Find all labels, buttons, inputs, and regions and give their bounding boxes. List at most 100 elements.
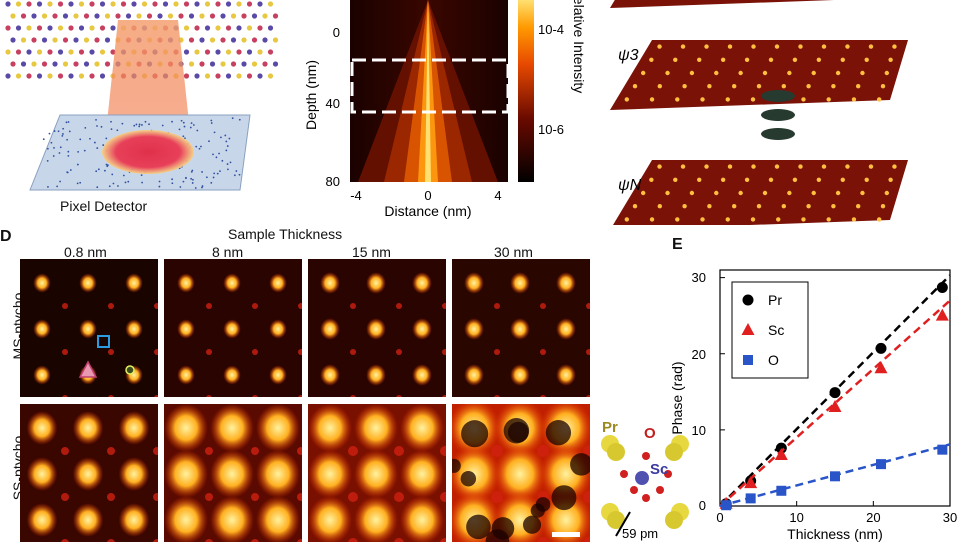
slice-peak: [707, 84, 711, 88]
detector-noise-dot: [210, 182, 212, 184]
oxygen-peak: [297, 539, 302, 542]
point-o: [937, 445, 947, 455]
crystal-atom: [210, 13, 215, 18]
detector-noise-dot: [84, 150, 86, 152]
lattice-peak: [223, 365, 241, 384]
crystal-atom: [199, 61, 204, 66]
crystal-atom: [247, 25, 252, 30]
crystal-atom: [173, 1, 178, 6]
o-site-marker: [98, 336, 109, 347]
slice-peak: [732, 204, 736, 208]
crystal-atom: [220, 13, 225, 18]
detector-noise-dot: [56, 185, 58, 187]
lattice-peak: [556, 318, 576, 340]
slice-peak: [675, 217, 679, 221]
oxygen-peak: [442, 349, 446, 355]
slice-peak: [776, 217, 780, 221]
crystal-atom: [257, 1, 262, 6]
oxygen-peak: [586, 349, 590, 355]
crystal-atom: [94, 61, 99, 66]
crystal-atom: [262, 61, 267, 66]
crystal-atom: [100, 49, 105, 54]
slice-peak: [856, 204, 860, 208]
oxygen-peak: [61, 493, 69, 501]
detector-noise-dot: [201, 187, 203, 189]
detector-noise-dot: [145, 121, 147, 123]
slice-peak: [641, 71, 645, 75]
chart-y-axis: 30 20 10 0 Phase (rad): [668, 258, 708, 548]
slice-peak: [852, 217, 856, 221]
slice-peak: [757, 84, 761, 88]
slice-peak: [704, 44, 708, 48]
artifact-blob: [531, 504, 545, 518]
crystal-atom: [94, 13, 99, 18]
slice-peak: [657, 44, 661, 48]
slice-peak: [745, 178, 749, 182]
crystal-atom: [257, 73, 262, 78]
oxygen-peak: [61, 539, 69, 542]
slice-peak: [665, 71, 669, 75]
detector-noise-dot: [196, 130, 198, 132]
crystal-atom: [68, 73, 73, 78]
slice-peak: [700, 97, 704, 101]
detector-noise-dot: [67, 155, 69, 157]
detector-noise-dot: [158, 186, 160, 188]
crystal-atom: [58, 73, 63, 78]
crystal-atom: [89, 1, 94, 6]
crystal-atom: [184, 1, 189, 6]
ptycho-tile-ss-0: [20, 404, 158, 542]
crystal-atom: [94, 37, 99, 42]
slice-peak: [682, 204, 686, 208]
legend-o-label: O: [644, 425, 656, 442]
slice-peak: [625, 217, 629, 221]
lattice-peak: [269, 319, 287, 338]
y-tick-label-0: 0: [699, 498, 706, 513]
panel-d-letter: D: [0, 228, 12, 246]
crystal-atom: [31, 61, 36, 66]
lattice-peak: [320, 364, 340, 386]
beam-propagation-plot: 0 40 80 -4 0 4 Distance (nm) Depth (nm) …: [300, 0, 590, 225]
detector-noise-dot: [184, 126, 186, 128]
crystal-atom: [247, 1, 252, 6]
lattice-peak: [73, 503, 104, 537]
detector-noise-dot: [183, 122, 185, 124]
detector-noise-dot: [141, 174, 143, 176]
slice-peak: [881, 204, 885, 208]
o-atom-left: [620, 470, 628, 478]
lattice-peak: [164, 404, 208, 452]
oxygen-peak: [440, 446, 446, 456]
oxygen-peak: [153, 447, 158, 455]
slice-peak: [728, 164, 732, 168]
crystal-atom: [79, 25, 84, 30]
y-tick-0: 0: [333, 25, 340, 40]
crystal-atom: [273, 61, 278, 66]
detector-noise-dot: [51, 142, 53, 144]
lattice-peak: [308, 404, 352, 452]
slice-peak: [793, 58, 797, 62]
detector-noise-dot: [89, 138, 91, 140]
slice-peak: [836, 71, 840, 75]
oxygen-peak: [396, 349, 402, 355]
slice-peak: [865, 178, 869, 182]
detector-noise-dot: [190, 178, 192, 180]
detector-noise-dot: [66, 171, 68, 173]
detector-noise-dot: [191, 122, 193, 124]
detector-noise-dot: [59, 152, 61, 154]
detector-noise-dot: [211, 122, 213, 124]
slice-peak: [658, 84, 662, 88]
detector-noise-dot: [70, 169, 72, 171]
crystal-atom: [79, 1, 84, 6]
crystal-atom: [26, 25, 31, 30]
slice-peak: [690, 71, 694, 75]
slice-peak: [831, 204, 835, 208]
crystal-atom: [226, 49, 231, 54]
oxygen-peak: [251, 539, 259, 542]
crystal-atom: [210, 37, 215, 42]
slice-label-psiN: ψN: [618, 177, 642, 194]
slice-label-psi3: ψ3: [618, 47, 639, 64]
oxygen-peak: [205, 493, 213, 501]
detector-noise-dot: [95, 119, 97, 121]
detector-noise-dot: [185, 177, 187, 179]
panel-b: 0 40 80 -4 0 4 Distance (nm) Depth (nm) …: [300, 0, 590, 225]
oxygen-peak: [153, 493, 158, 501]
